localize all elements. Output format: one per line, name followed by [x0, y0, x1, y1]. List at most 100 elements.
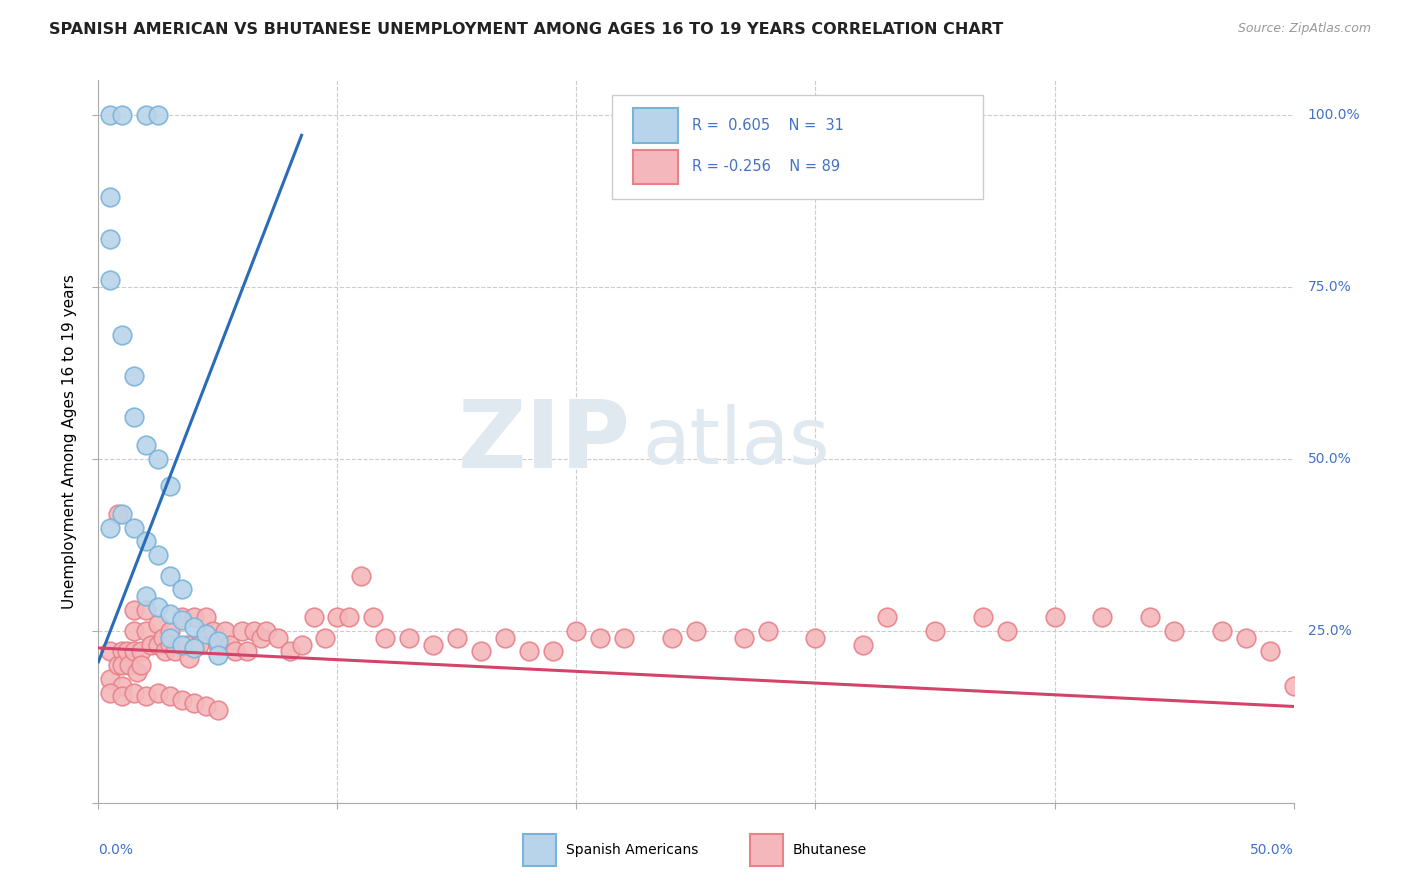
Point [159, 638, 181, 652]
Text: 0.0%: 0.0% [98, 843, 134, 856]
Point [363, 610, 385, 624]
Point [541, 644, 564, 658]
Point [172, 614, 194, 628]
Point [139, 638, 162, 652]
Point [111, 644, 134, 658]
Point [1258, 644, 1281, 658]
Point [924, 624, 946, 638]
Point [107, 507, 129, 521]
Point [183, 696, 205, 710]
Point [159, 624, 181, 638]
Point [124, 644, 146, 658]
Point [733, 631, 755, 645]
Point [124, 603, 146, 617]
Point [243, 624, 266, 638]
Point [179, 651, 201, 665]
Bar [523, 833, 557, 866]
Point [148, 599, 170, 614]
Bar [633, 109, 678, 143]
Point [115, 644, 138, 658]
Bar [633, 150, 678, 185]
Text: R = -0.256    N = 89: R = -0.256 N = 89 [692, 160, 841, 175]
Point [159, 568, 181, 582]
Text: 75.0%: 75.0% [1308, 280, 1351, 293]
Point [589, 631, 612, 645]
Point [446, 631, 468, 645]
Point [494, 631, 516, 645]
Point [326, 610, 349, 624]
Point [98, 231, 122, 245]
Point [219, 638, 242, 652]
Point [111, 507, 134, 521]
Point [517, 644, 540, 658]
Point [124, 686, 146, 700]
FancyBboxPatch shape [613, 95, 983, 200]
Point [135, 624, 157, 638]
Point [98, 644, 122, 658]
Point [613, 631, 636, 645]
Text: 100.0%: 100.0% [1308, 108, 1361, 121]
Point [756, 624, 779, 638]
Point [98, 273, 122, 287]
Point [187, 638, 209, 652]
Point [124, 410, 146, 425]
Point [176, 638, 198, 652]
Point [852, 638, 875, 652]
Point [159, 631, 181, 645]
Point [207, 638, 229, 652]
Text: 25.0%: 25.0% [1308, 624, 1351, 638]
Point [1091, 610, 1114, 624]
Point [148, 548, 170, 562]
Text: Spanish Americans: Spanish Americans [565, 843, 699, 856]
Point [350, 568, 373, 582]
Point [111, 689, 134, 703]
Point [183, 640, 205, 655]
Point [163, 644, 186, 658]
Point [195, 699, 218, 714]
Point [207, 703, 229, 717]
Point [685, 624, 707, 638]
Point [111, 679, 134, 693]
Point [111, 327, 134, 342]
Point [135, 108, 157, 122]
Point [118, 658, 141, 673]
Point [111, 658, 134, 673]
Text: Source: ZipAtlas.com: Source: ZipAtlas.com [1237, 22, 1371, 36]
Point [250, 631, 273, 645]
Point [995, 624, 1018, 638]
Point [470, 644, 492, 658]
Point [207, 648, 229, 662]
Point [155, 644, 177, 658]
Point [267, 631, 290, 645]
Point [98, 686, 122, 700]
Point [195, 627, 218, 641]
Point [98, 672, 122, 686]
Point [135, 590, 157, 604]
Point [135, 438, 157, 452]
Point [1234, 631, 1257, 645]
Point [172, 610, 194, 624]
Point [804, 631, 827, 645]
Text: ZIP: ZIP [457, 395, 630, 488]
Point [254, 624, 277, 638]
Point [1043, 610, 1066, 624]
Point [231, 624, 253, 638]
Point [131, 644, 153, 658]
Y-axis label: Unemployment Among Ages 16 to 19 years: Unemployment Among Ages 16 to 19 years [62, 274, 77, 609]
Text: SPANISH AMERICAN VS BHUTANESE UNEMPLOYMENT AMONG AGES 16 TO 19 YEARS CORRELATION: SPANISH AMERICAN VS BHUTANESE UNEMPLOYME… [49, 22, 1004, 37]
Point [172, 638, 194, 652]
Bar [749, 833, 783, 866]
Point [207, 634, 229, 648]
Point [159, 479, 181, 493]
Point [98, 190, 122, 204]
Point [422, 638, 444, 652]
Point [302, 610, 325, 624]
Point [565, 624, 588, 638]
Point [339, 610, 361, 624]
Point [148, 616, 170, 631]
Point [159, 607, 181, 621]
Point [98, 108, 122, 122]
Text: 50.0%: 50.0% [1308, 451, 1351, 466]
Point [124, 520, 146, 534]
Point [1282, 679, 1305, 693]
